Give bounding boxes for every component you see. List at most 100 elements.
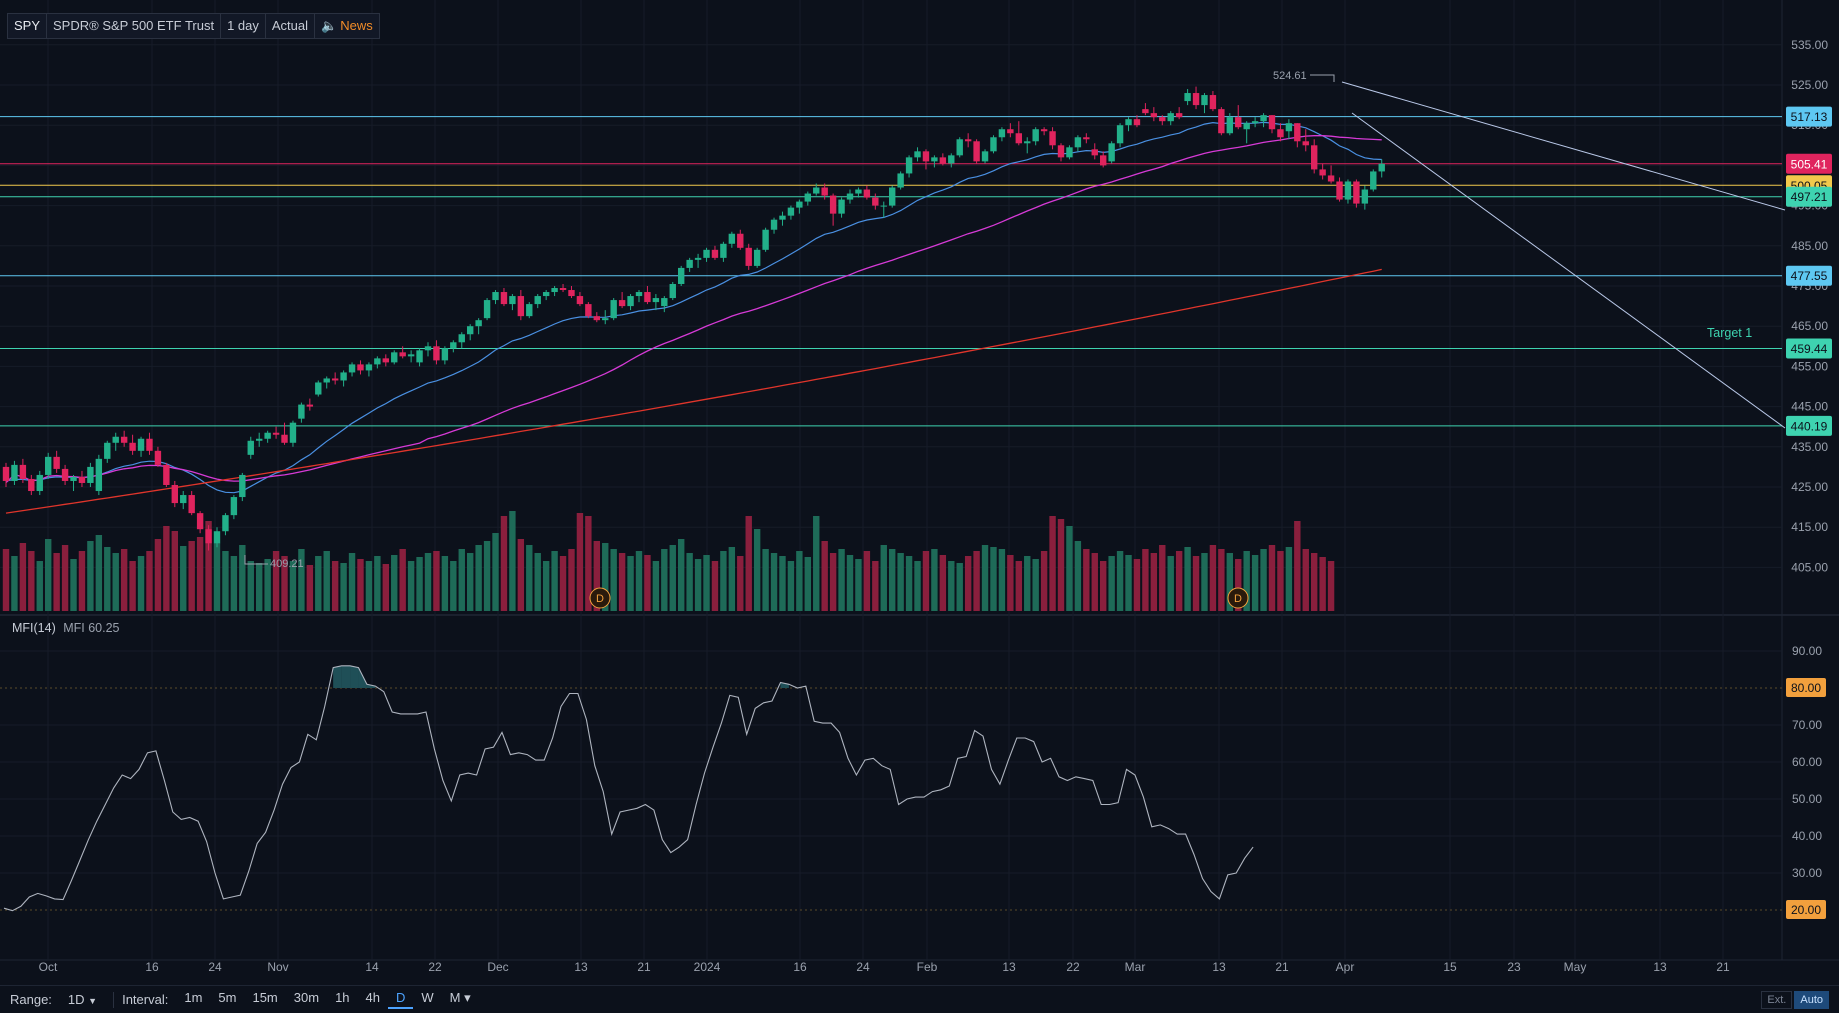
price-tick-label: 445.00 [1791, 400, 1828, 414]
volume-bar [1100, 561, 1107, 611]
candle-body [323, 378, 330, 383]
candle-body [205, 529, 212, 544]
high-label: 524.61 [1273, 70, 1307, 82]
x-tick-label: 21 [1716, 960, 1730, 974]
interval-D[interactable]: D [388, 990, 414, 1009]
volume-bar [382, 564, 389, 611]
volume-bar [1311, 553, 1318, 611]
dividend-marker [589, 587, 611, 609]
candle-body [1327, 175, 1335, 182]
x-tick-label: Oct [39, 960, 58, 974]
candle-body [1361, 189, 1369, 204]
interval-15m[interactable]: 15m [252, 990, 278, 1005]
candle-body [1066, 147, 1073, 158]
volume-bar [45, 539, 52, 611]
ema-line [5, 121, 1382, 494]
candle-body [247, 440, 254, 455]
scale-toggles: Ext. Auto [1761, 991, 1829, 1009]
volume-bar [669, 545, 676, 611]
candle-body [306, 404, 314, 407]
volume-bar [897, 553, 904, 611]
interval-5m[interactable]: 5m [218, 990, 237, 1005]
mfi-label: MFI(14) [12, 621, 56, 635]
dividend-marker-label: D [596, 593, 604, 605]
interval-30m[interactable]: 30m [293, 990, 320, 1005]
mfi-overbought-fill [333, 665, 342, 688]
mfi-threshold-badge-text: 20.00 [1791, 903, 1821, 917]
volume-bar [154, 539, 162, 611]
candle-body [146, 438, 153, 451]
candle-body [467, 326, 474, 335]
mode-badge[interactable]: Actual [266, 14, 316, 38]
volume-bar [112, 553, 119, 611]
volume-bar [1066, 526, 1073, 611]
volume-bar [289, 561, 297, 611]
price-level-badge [1786, 415, 1832, 436]
candle-body [475, 320, 482, 327]
candle-body [1268, 115, 1276, 130]
volume-bar [281, 556, 288, 611]
volume-bar [340, 563, 347, 611]
x-tick-label: 24 [208, 960, 222, 974]
candle-body [627, 296, 634, 307]
candle-body [796, 201, 803, 208]
volume-bar [2, 549, 10, 611]
news-label: News [340, 18, 373, 33]
x-tick-label: Apr [1336, 960, 1355, 974]
x-tick-label: 13 [1002, 960, 1016, 974]
interval-badge[interactable]: 1 day [221, 14, 266, 38]
chart-canvas[interactable]: Oct 16 24 Nov 14 22 Dec 13 21 2024 16 24 Feb 13 22 Mar 1… [0, 0, 1839, 985]
price-level-badge [1786, 338, 1832, 359]
interval-1m[interactable]: 1m [184, 990, 203, 1005]
interval-W[interactable]: W [421, 990, 434, 1005]
candle-body [964, 139, 972, 142]
mfi-threshold-badge [1786, 900, 1826, 919]
news-button[interactable]: 🔈 News [315, 14, 379, 38]
trendline-upper [1341, 81, 1786, 211]
interval-M[interactable]: M ▾ [449, 990, 471, 1005]
candle-body [737, 233, 744, 248]
speaker-icon: 🔈 [321, 18, 338, 33]
volume-bar [829, 553, 837, 611]
auto-toggle[interactable]: Auto [1794, 991, 1829, 1009]
candle-body [1167, 113, 1174, 122]
sma-50-line [5, 135, 1382, 484]
symbol-name: SPDR® S&P 500 ETF Trust [47, 14, 222, 38]
volume-bar [787, 561, 795, 611]
chart-background [0, 0, 1839, 985]
candle-body [585, 304, 592, 317]
volume-bar [213, 543, 221, 611]
interval-4h[interactable]: 4h [365, 990, 380, 1005]
bottom-toolbar: Range: 1D ▼ Interval: 1m 5m 15m 30m 1h 4h D W M … [0, 985, 1839, 1013]
candle-body [568, 290, 575, 297]
candle-body [1142, 109, 1149, 114]
volume-bar [1209, 545, 1217, 611]
volume-bar [602, 543, 609, 611]
candle-body [855, 189, 862, 194]
volume-bar [948, 561, 955, 611]
volume-bar [129, 561, 136, 611]
volume-bar [222, 551, 229, 611]
candle-body [1370, 171, 1377, 190]
candle-body [87, 466, 94, 483]
ext-toggle[interactable]: Ext. [1761, 991, 1793, 1009]
candle-body [745, 247, 752, 266]
candle-body [1378, 163, 1385, 172]
candle-body [922, 151, 930, 162]
candle-body [973, 141, 980, 162]
range-select[interactable]: 1D ▼ [60, 992, 105, 1007]
volume-bar [180, 546, 187, 611]
interval-1h[interactable]: 1h [335, 990, 350, 1005]
price-tick-label: 425.00 [1791, 480, 1828, 494]
symbol-ticker[interactable]: SPY [8, 14, 48, 38]
candle-body [1133, 119, 1141, 126]
candle-body [711, 249, 719, 258]
target-label: Target 1 [1707, 326, 1752, 340]
x-tick-label: 23 [1507, 960, 1521, 974]
volume-bar [331, 561, 339, 611]
candle-body [821, 187, 828, 196]
volume-bar [618, 553, 626, 611]
volume-bar [315, 556, 322, 611]
candle-body [500, 292, 508, 305]
candle-body [1336, 181, 1343, 200]
